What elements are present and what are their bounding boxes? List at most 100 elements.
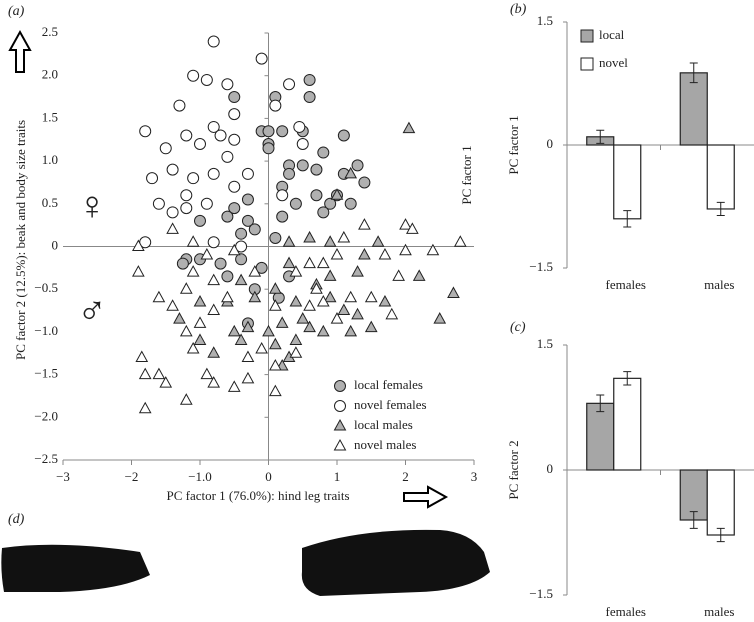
point: [166, 299, 179, 311]
y-tick-label: −1.5: [34, 366, 58, 381]
point: [426, 243, 440, 256]
point: [406, 222, 419, 234]
x-tick-label: 2: [402, 469, 409, 484]
point: [227, 380, 241, 392]
point: [235, 253, 248, 266]
point: [166, 222, 179, 234]
point: [316, 294, 330, 307]
point: [351, 265, 364, 277]
point: [344, 166, 358, 179]
point: [282, 256, 296, 269]
bar: [613, 144, 642, 220]
y-tick-label: 2.0: [42, 67, 58, 82]
x-axis-label: PC factor 1 (76.0%): hind leg traits: [166, 488, 349, 503]
point: [402, 121, 416, 134]
point: [221, 290, 234, 303]
point: [303, 91, 316, 104]
legend-marker: [334, 380, 346, 392]
error-bar: [623, 210, 632, 228]
y-tick-label: 1.5: [537, 336, 553, 351]
point: [269, 231, 282, 244]
point: [228, 202, 241, 215]
error-bar: [596, 129, 605, 144]
point: [358, 218, 371, 230]
point: [337, 230, 351, 243]
point: [166, 206, 179, 219]
y-tick-label: 2.5: [42, 24, 58, 39]
y-tick-label: 0.5: [42, 195, 58, 210]
x-tick-label: females: [606, 604, 646, 619]
point: [180, 129, 193, 142]
point: [221, 270, 234, 283]
point: [207, 376, 221, 388]
point: [276, 210, 289, 223]
point: [324, 197, 337, 210]
point: [214, 257, 227, 270]
point: [310, 189, 323, 202]
arrow-right: [403, 485, 449, 509]
point: [283, 78, 296, 91]
point: [180, 189, 193, 202]
point: [323, 269, 337, 281]
point: [255, 341, 268, 354]
y-tick-label: 1.5: [42, 109, 58, 124]
error-bar: [689, 62, 698, 84]
point: [228, 108, 241, 121]
point: [310, 163, 323, 176]
point: [262, 142, 275, 155]
point: [392, 269, 405, 281]
legend-marker: [580, 29, 594, 43]
point: [269, 299, 282, 311]
point: [228, 180, 241, 193]
point: [234, 273, 248, 286]
point: [293, 120, 306, 133]
point: [132, 239, 145, 251]
larva-silhouette: [1, 544, 151, 592]
point: [378, 294, 392, 307]
point: [344, 290, 358, 303]
point: [180, 202, 193, 215]
point: [344, 324, 358, 337]
error-bar: [623, 371, 632, 386]
point: [234, 333, 248, 345]
male-symbol: ♂: [77, 288, 107, 333]
y-axis-label: PC factor 2 (12.5%): beak and body size …: [13, 120, 28, 360]
point: [228, 133, 241, 146]
point: [132, 265, 145, 277]
point: [358, 248, 371, 260]
panel-label: (c): [510, 320, 526, 335]
point: [200, 73, 213, 86]
legend-marker: [333, 418, 347, 431]
point: [289, 333, 303, 345]
point: [330, 188, 344, 200]
point: [289, 346, 303, 358]
bar: [613, 377, 642, 471]
point: [248, 223, 261, 236]
point: [241, 167, 254, 180]
point: [221, 150, 234, 163]
point: [228, 91, 241, 104]
point: [275, 316, 289, 328]
legend-label: novel males: [354, 437, 416, 452]
point: [262, 125, 275, 138]
point: [179, 324, 193, 337]
point: [269, 282, 282, 294]
panel-label: (b): [510, 2, 527, 17]
point: [207, 236, 220, 249]
y-tick-label: 0: [52, 237, 59, 252]
error-bar: [716, 527, 725, 543]
point: [399, 218, 412, 230]
x-tick-label: 0: [265, 469, 272, 484]
point: [193, 333, 207, 345]
point: [289, 294, 303, 307]
panel-label: (d): [8, 512, 25, 527]
point: [248, 265, 262, 277]
point: [364, 320, 378, 333]
point: [146, 172, 159, 185]
point: [303, 299, 316, 311]
y-axis-label: PC factor 1: [506, 115, 521, 174]
y-tick-label: −0.5: [34, 280, 58, 295]
point: [173, 312, 186, 324]
point: [227, 243, 241, 256]
point: [241, 193, 254, 206]
